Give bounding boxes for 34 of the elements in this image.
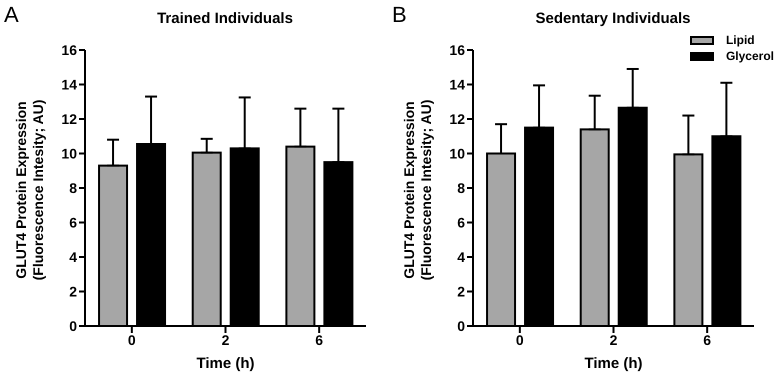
y-tick-label: 4 (457, 248, 466, 265)
x-tick-label: 2 (222, 332, 230, 348)
x-axis-title: Time (h) (196, 355, 255, 372)
y-axis-title: GLUT4 Protein Expression (Fluorescence Intesity; AU) (401, 100, 435, 280)
legend-label: Lipid (726, 33, 755, 47)
y-tick-label: 6 (457, 214, 466, 230)
y-tick-label: 2 (69, 283, 78, 300)
chart-title: Sedentary Individuals (534, 10, 692, 27)
y-axis-title: GLUT4 Protein Expression (Fluorescence Intesity; AU) (13, 100, 47, 280)
text: B (392, 2, 407, 28)
x-axis-title: Time (h) (584, 355, 643, 372)
y-tick-label: 16 (449, 42, 466, 58)
y-tick-label: 8 (69, 180, 78, 196)
x-tick-label: 6 (315, 332, 324, 348)
x-tick-label: 6 (703, 332, 712, 348)
y-tick-label: 14 (61, 76, 78, 92)
legend-label: Glycerol (726, 49, 774, 63)
x-tick-label: 2 (610, 332, 618, 348)
y-tick-label: 10 (61, 145, 78, 162)
y-tick-label: 12 (449, 110, 466, 127)
chart-title: Trained Individuals (156, 10, 294, 27)
x-tick-label: 0 (516, 332, 524, 348)
y-tick-label: 2 (457, 283, 466, 300)
y-tick-label: 0 (457, 318, 466, 334)
x-tick-label: 0 (128, 332, 136, 348)
y-tick-label: 6 (69, 214, 78, 230)
y-tick-label: 10 (449, 145, 466, 162)
y-tick-label: 8 (457, 180, 466, 196)
y-tick-label: 14 (449, 76, 466, 92)
y-tick-label: 0 (69, 318, 78, 334)
y-tick-label: 16 (61, 42, 78, 58)
y-tick-label: 12 (61, 110, 78, 127)
text: A (4, 2, 19, 28)
y-tick-label: 4 (69, 248, 78, 265)
